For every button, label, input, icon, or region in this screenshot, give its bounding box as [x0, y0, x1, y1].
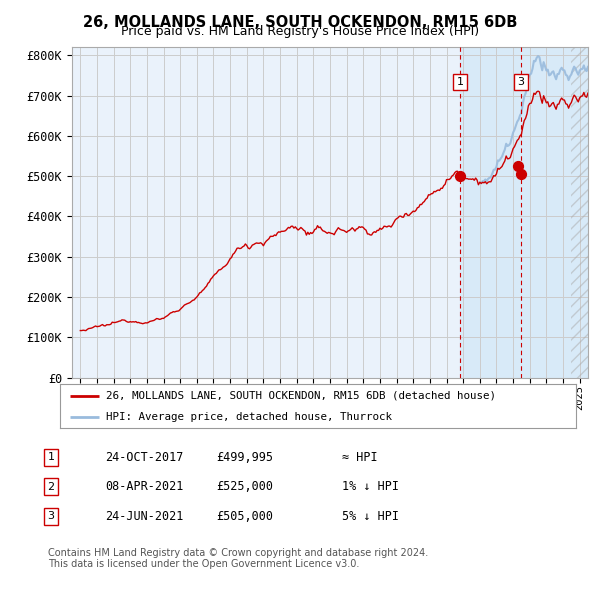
Text: Price paid vs. HM Land Registry's House Price Index (HPI): Price paid vs. HM Land Registry's House …: [121, 25, 479, 38]
Text: 24-OCT-2017: 24-OCT-2017: [105, 451, 184, 464]
Text: Contains HM Land Registry data © Crown copyright and database right 2024.: Contains HM Land Registry data © Crown c…: [48, 548, 428, 558]
Text: 2: 2: [47, 482, 55, 491]
Text: 1: 1: [47, 453, 55, 462]
Text: 26, MOLLANDS LANE, SOUTH OCKENDON, RM15 6DB (detached house): 26, MOLLANDS LANE, SOUTH OCKENDON, RM15 …: [106, 391, 496, 401]
Text: 24-JUN-2021: 24-JUN-2021: [105, 510, 184, 523]
Point: [513, 161, 523, 171]
Text: 08-APR-2021: 08-APR-2021: [105, 480, 184, 493]
Text: 5% ↓ HPI: 5% ↓ HPI: [342, 510, 399, 523]
Text: HPI: Average price, detached house, Thurrock: HPI: Average price, detached house, Thur…: [106, 412, 392, 422]
Point: [455, 172, 465, 181]
Text: 1: 1: [457, 77, 463, 87]
Text: 1% ↓ HPI: 1% ↓ HPI: [342, 480, 399, 493]
Text: £499,995: £499,995: [216, 451, 273, 464]
Text: £525,000: £525,000: [216, 480, 273, 493]
Text: £505,000: £505,000: [216, 510, 273, 523]
Text: This data is licensed under the Open Government Licence v3.0.: This data is licensed under the Open Gov…: [48, 559, 359, 569]
Text: 3: 3: [47, 512, 55, 521]
Text: ≈ HPI: ≈ HPI: [342, 451, 377, 464]
Point: [516, 169, 526, 179]
Text: 26, MOLLANDS LANE, SOUTH OCKENDON, RM15 6DB: 26, MOLLANDS LANE, SOUTH OCKENDON, RM15 …: [83, 15, 517, 30]
Bar: [460, 47, 571, 378]
Bar: [571, 47, 596, 378]
Bar: [571, 47, 596, 378]
Text: 3: 3: [518, 77, 524, 87]
